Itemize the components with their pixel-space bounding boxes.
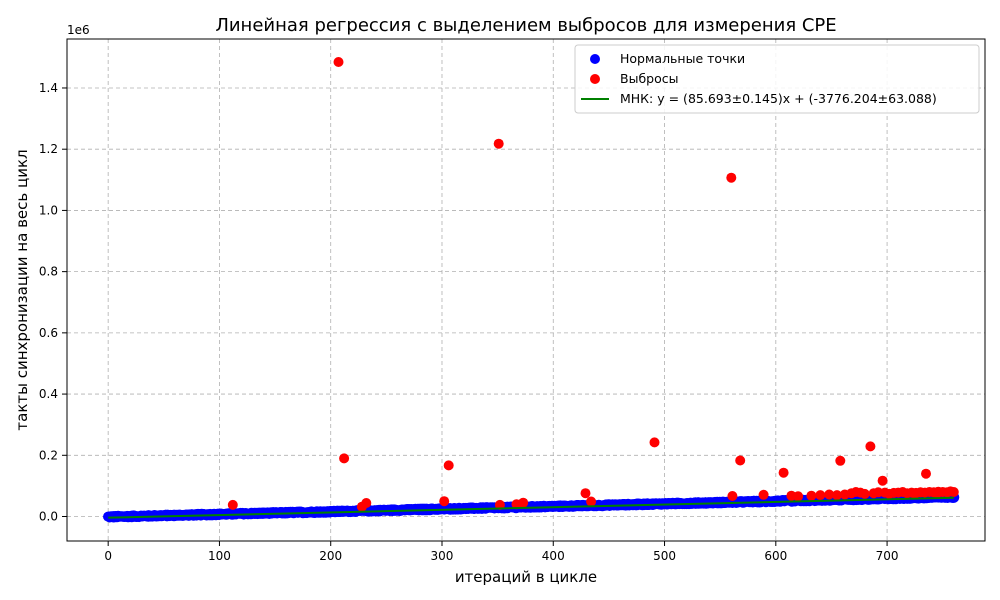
y-tick-label: 0.6 <box>39 326 58 340</box>
outlier-point <box>806 490 817 501</box>
y-tick-label: 0.2 <box>39 448 58 462</box>
outlier-point <box>932 488 943 499</box>
y-tick-label: 0.4 <box>39 387 58 401</box>
outlier-point <box>909 488 920 499</box>
plot-frame <box>66 38 986 542</box>
y-tick-label: 0.0 <box>39 510 58 524</box>
outlier-point <box>726 172 737 183</box>
outlier-point <box>877 475 888 486</box>
fit-line-series <box>108 496 954 519</box>
outlier-point <box>356 501 367 512</box>
outlier-point <box>511 499 522 510</box>
x-axis: 0 100 200 300 400 500 600 700 <box>104 541 899 563</box>
outlier-points-series <box>227 57 959 512</box>
outlier-point <box>586 496 597 507</box>
outlier-point <box>793 491 804 502</box>
outlier-point <box>758 489 769 500</box>
outlier-point <box>333 57 344 67</box>
outlier-point <box>727 491 738 501</box>
x-tick-label: 400 <box>542 549 565 563</box>
fit-line <box>108 496 954 519</box>
outlier-point <box>493 138 504 149</box>
outlier-point <box>815 490 826 501</box>
legend-box <box>574 44 980 114</box>
legend-label-fit: МНК: y = (85.693±0.145)x + (-3776.204±63… <box>620 91 937 106</box>
legend-label-outliers: Выбросы <box>620 71 678 86</box>
outlier-point <box>948 487 959 497</box>
x-axis-label: итераций в цикле <box>455 568 597 586</box>
x-tick-label: 700 <box>876 549 899 563</box>
legend-marker-outliers <box>590 74 600 84</box>
x-tick-label: 500 <box>653 549 676 563</box>
x-tick-label: 0 <box>104 549 112 563</box>
outlier-point <box>835 455 846 466</box>
grid <box>67 39 985 541</box>
outlier-point <box>824 489 835 500</box>
outlier-point <box>735 455 746 466</box>
outlier-point <box>832 490 842 501</box>
outlier-point <box>339 453 350 464</box>
outlier-point <box>865 441 876 452</box>
y-tick-label: 1.4 <box>39 81 58 95</box>
x-tick-label: 200 <box>319 549 342 563</box>
outlier-point <box>580 488 591 499</box>
outlier-point <box>778 467 789 478</box>
y-tick-label: 1.2 <box>39 142 58 156</box>
x-tick-label: 100 <box>208 549 231 563</box>
y-axis: 0.0 0.2 0.4 0.6 0.8 1.0 1.2 1.4 <box>39 81 67 524</box>
x-tick-label: 600 <box>764 549 787 563</box>
legend-label-normal: Нормальные точки <box>620 51 745 66</box>
x-tick-label: 300 <box>431 549 454 563</box>
outlier-point <box>443 460 454 471</box>
y-axis-label: такты синхронизации на весь цикл <box>13 149 31 430</box>
outlier-point <box>859 488 870 499</box>
outlier-point <box>439 496 450 507</box>
y-scale-label: 1e6 <box>67 23 90 37</box>
y-tick-label: 0.8 <box>39 265 58 279</box>
outlier-point <box>649 437 660 448</box>
chart-title: Линейная регрессия с выделением выбросов… <box>215 15 836 36</box>
legend-marker-normal <box>590 54 600 64</box>
outlier-point <box>921 468 931 479</box>
outlier-point <box>227 499 238 510</box>
legend: Нормальные точки Выбросы МНК: y = (85.69… <box>574 44 980 114</box>
y-tick-label: 1.0 <box>39 203 58 217</box>
